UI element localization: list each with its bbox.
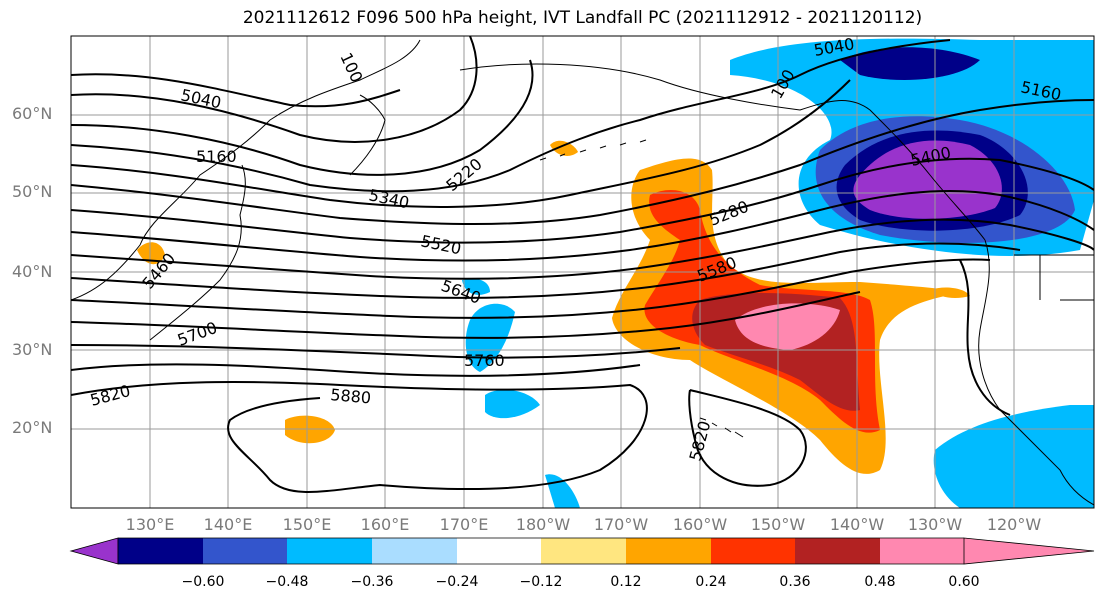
lon-label: 120°W [986,515,1042,534]
contour-label: 5280 [706,197,751,230]
colorbar-tick: −0.48 [265,574,309,590]
colorbar-tick: 0.24 [695,574,727,590]
contour-label: 100 [336,50,366,86]
aleutian-islands [539,139,647,161]
japan-coast [149,164,246,341]
negative-pocket [485,389,540,419]
lat-label-30n: 30°N [12,340,53,359]
positive-anomaly-max [735,303,840,350]
negative-anomaly-max [853,140,1002,219]
colorbar-tick: 0.60 [948,574,980,590]
colorbar-bin [203,538,287,564]
lat-label-50n: 50°N [12,182,53,201]
alaska-coast [459,63,986,241]
graticule [71,36,1094,508]
contour-label: 5820 [686,419,715,463]
colorbar-bin [118,538,203,564]
colorbar [69,537,1095,565]
lon-label: 170°E [439,515,489,534]
positive-pocket [930,287,970,298]
colorbar-outline [117,537,964,565]
lon-label: 150°E [282,515,332,534]
contour-label: 5880 [330,385,372,407]
contour-label: 5820 [88,381,132,410]
asia-coast [71,39,421,301]
contour-label: 5520 [419,231,463,258]
shading-layer [137,38,1094,508]
lat-label-60n: 60°N [12,104,53,123]
lon-label: 150°W [750,515,806,534]
colorbar-tick: −0.60 [181,574,225,590]
lon-label: 160°E [360,515,410,534]
positive-pocket [137,242,165,265]
lon-label: 170°W [593,515,649,534]
colorbar-high-arrow [963,537,1095,565]
colorbar-bin [795,538,880,564]
us-borders [1014,254,1094,301]
colorbar-bin [880,538,964,564]
kamchatka-coast [349,94,386,176]
negative-pocket [462,278,490,295]
contour-label: 5160 [196,147,237,166]
colorbar-tick: 0.12 [610,574,642,590]
hawaii-islands [699,417,744,438]
colorbar-tick: −0.12 [519,574,563,590]
lon-label: 140°W [829,515,885,534]
colorbar-bin [711,538,795,564]
contour-label: 5760 [464,351,505,370]
colorbar-bin [541,538,626,564]
colorbar-bin [287,538,372,564]
colorbar-bin [457,538,541,564]
lon-label: 130°W [907,515,963,534]
map-title: 2021112612 F096 500 hPa height, IVT Land… [242,8,923,28]
colorbar-tick: 0.36 [779,574,811,590]
lon-label: 160°W [672,515,728,534]
colorbar-tick: −0.24 [435,574,479,590]
colorbar-bin [372,538,457,564]
lon-label: 140°E [203,515,253,534]
contour-label: 5700 [175,318,220,350]
colorbar-bin [626,538,711,564]
negative-anomaly-deep [840,47,980,80]
height-contours [71,36,1094,493]
colorbar-tick: 0.48 [864,574,896,590]
lon-label: 180°W [515,515,571,534]
map-frame [70,35,1095,509]
colorbar-low-arrow [69,537,119,565]
lat-label-40n: 40°N [12,262,53,281]
lat-label-20n: 20°N [12,418,53,437]
positive-pocket [550,140,578,156]
lon-label: 130°E [125,515,175,534]
contour-label: 5340 [367,185,411,212]
colorbar-tick: −0.36 [350,574,394,590]
